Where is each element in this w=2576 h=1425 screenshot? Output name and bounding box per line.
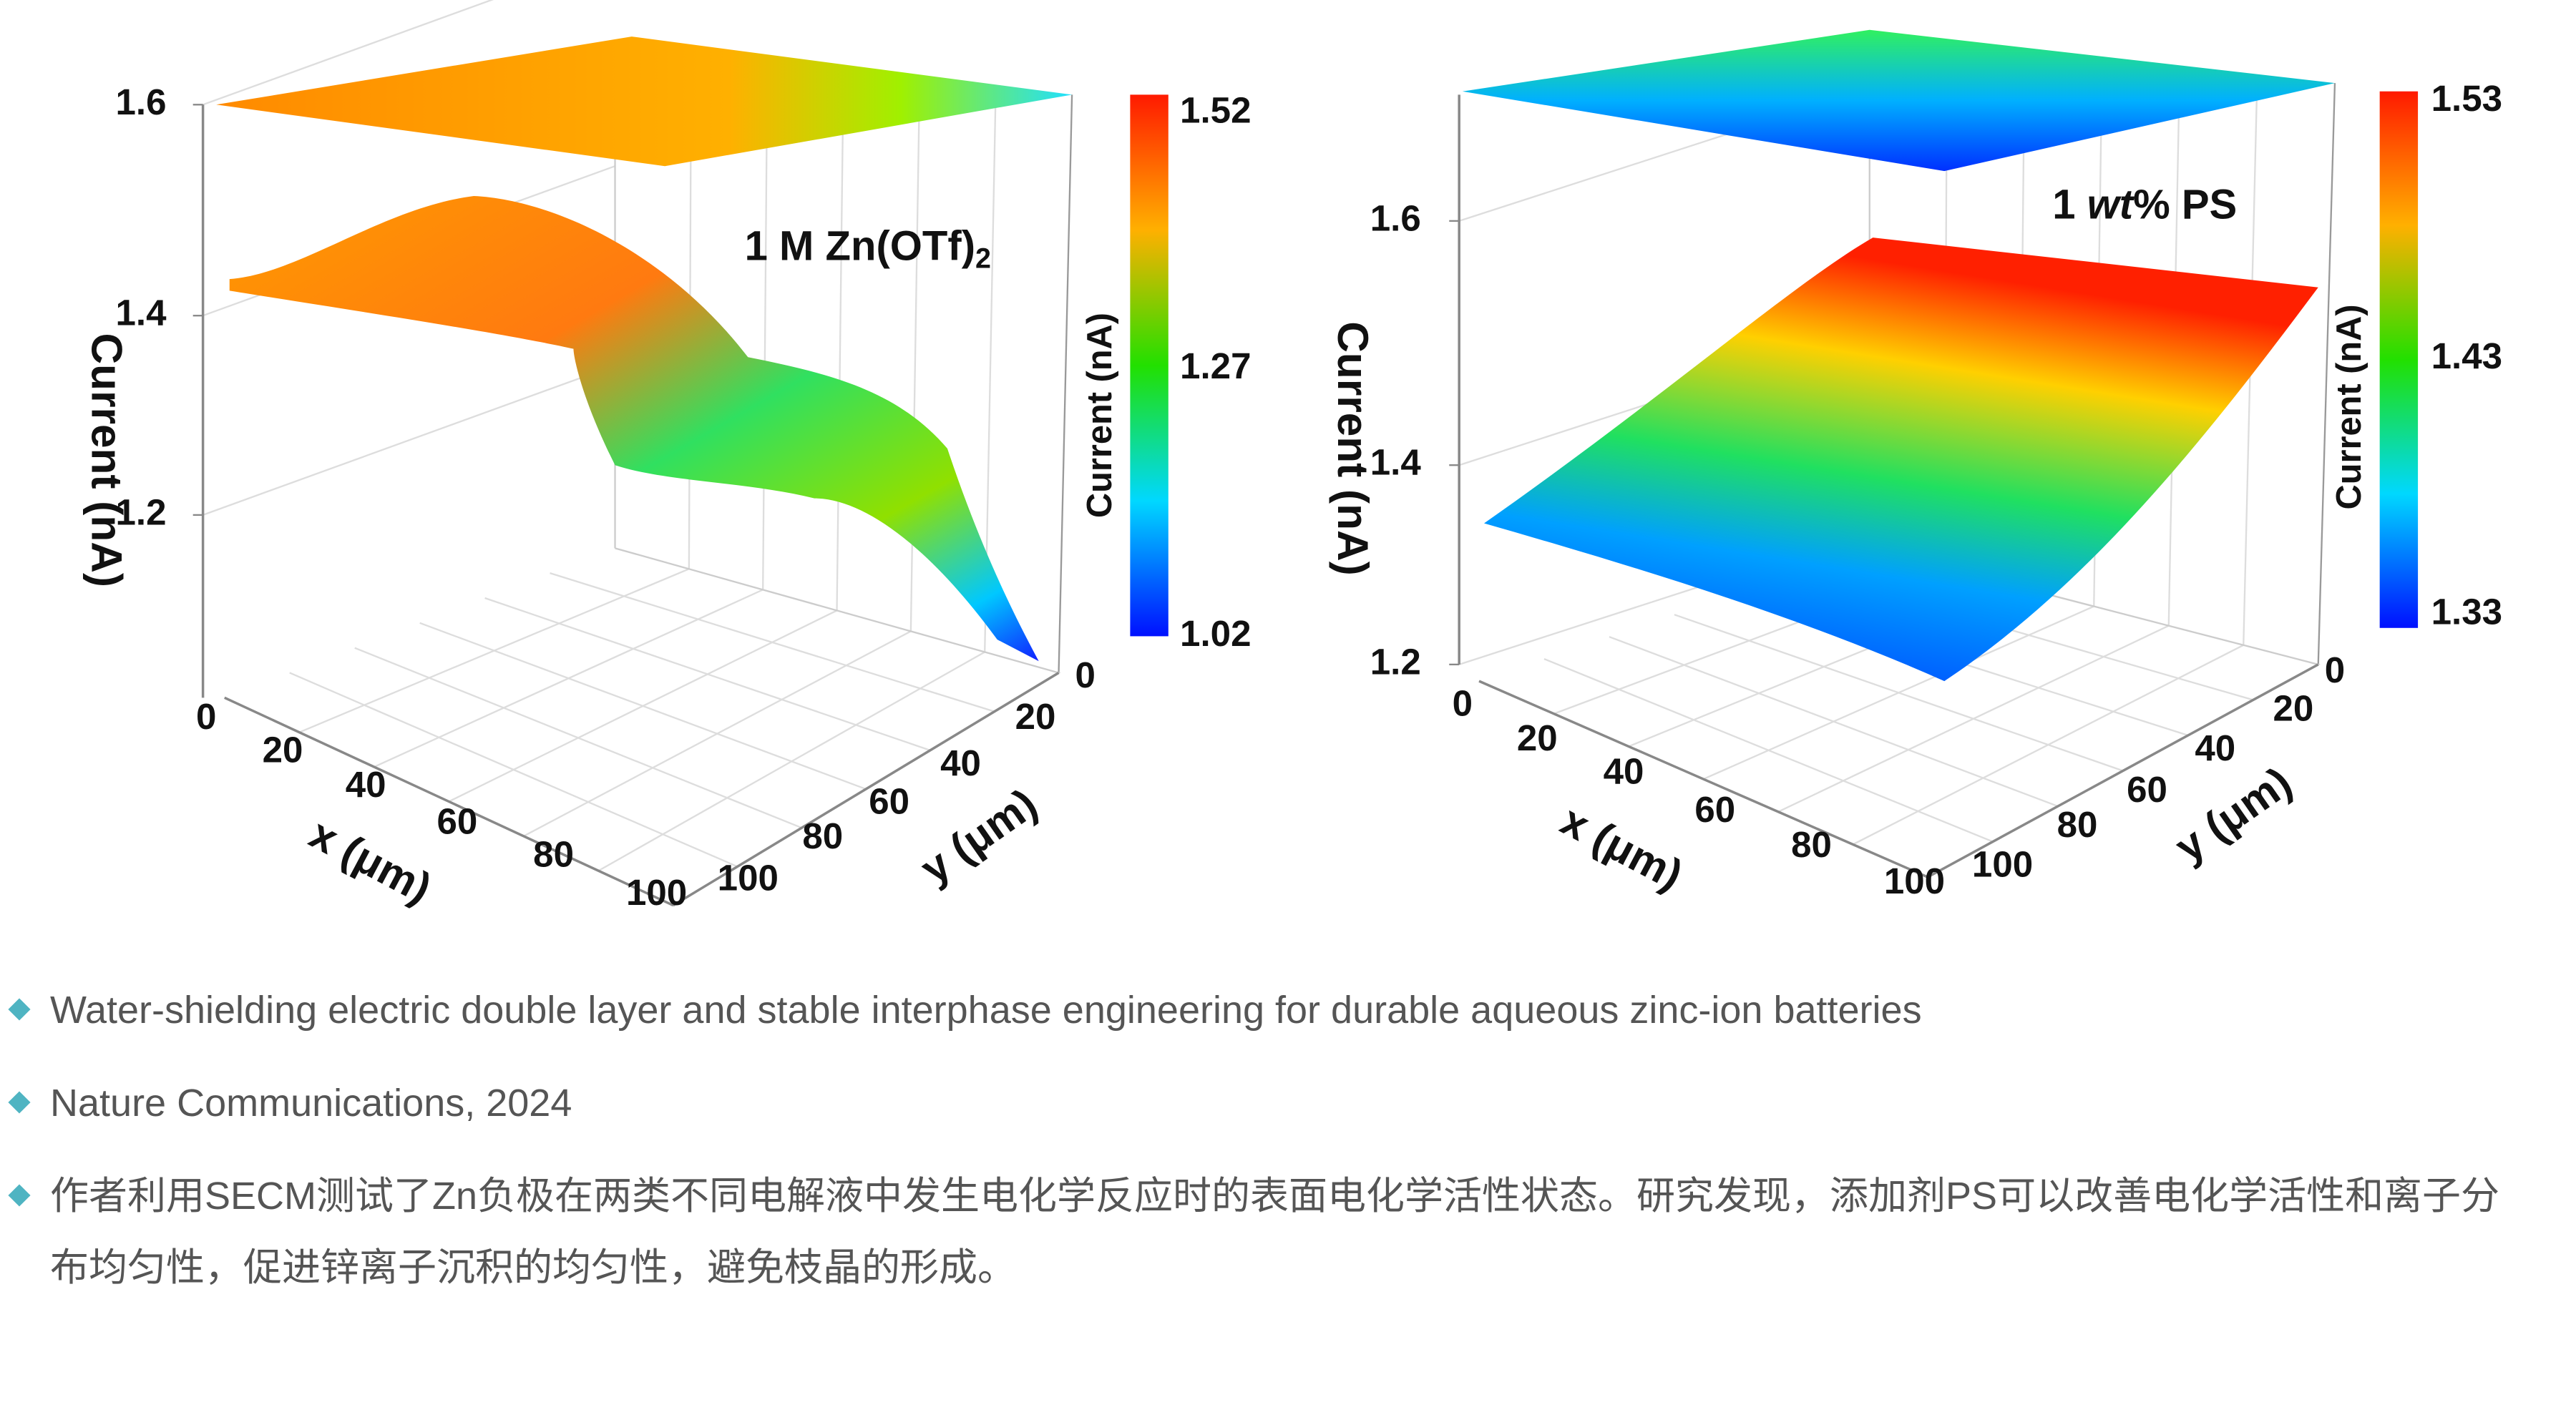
z-tick-label: 1.2 [116, 491, 167, 532]
bullet-item: Water-shielding electric double layer an… [0, 974, 2512, 1046]
x-axis-title: x (μm) [1553, 795, 1691, 899]
panel-label-part: 1 [2052, 182, 2087, 228]
grid-line [203, 0, 494, 106]
bullet-marker [8, 1184, 31, 1207]
x-tick-label: 40 [1604, 751, 1644, 792]
z-tick-label: 1.4 [1370, 442, 1422, 483]
panel-label-part: wt [2087, 182, 2135, 228]
grid-line [836, 70, 844, 611]
bullet-text: Nature Communications, 2024 [50, 1082, 572, 1125]
y-tick-label: 80 [802, 816, 843, 856]
colorbar-tick-label: 1.02 [1180, 613, 1251, 654]
x-axis-title: x (μm) [302, 809, 439, 913]
grid-line [523, 630, 912, 837]
box-edge [2317, 83, 2336, 665]
z-tick-label: 1.6 [116, 82, 167, 122]
x-tick-label: 60 [436, 800, 477, 841]
grid-line [1853, 644, 2244, 846]
colorbar-tick-label: 1.43 [2431, 336, 2502, 376]
y-tick-label: 100 [718, 857, 779, 898]
axis-line [1478, 680, 1928, 878]
colorbar-tick-label: 1.53 [2431, 78, 2502, 119]
x-tick-label: 100 [626, 872, 687, 913]
axis-line [672, 671, 1060, 907]
bullet-list: Water-shielding electric double layer an… [0, 974, 2576, 1325]
bullet-item: 作者利用SECM测试了Zn负极在两类不同电解液中发生电化学反应时的表面电化学活性… [0, 1160, 2512, 1303]
y-axis-title: y (μm) [912, 779, 1045, 893]
bullet-text: 作者利用SECM测试了Zn负极在两类不同电解液中发生电化学反应时的表面电化学活性… [50, 1175, 2500, 1289]
colorbar-tick-label: 1.52 [1180, 89, 1251, 130]
x-tick-label: 0 [1453, 682, 1473, 723]
panel-label: 1 wt% PS [2052, 182, 2237, 228]
axis-line [1927, 663, 2319, 878]
x-tick-label: 20 [1517, 718, 1558, 758]
z-axis-title: Current (nA) [1329, 321, 1377, 575]
x-tick-label: 80 [1791, 824, 1832, 865]
y-axis-title: y (μm) [2166, 758, 2300, 872]
current-surface [229, 196, 1039, 662]
z-tick-label: 1.2 [1370, 641, 1421, 682]
axis-line [224, 696, 674, 907]
y-tick-label: 100 [1972, 844, 2033, 885]
top-projection [216, 36, 1073, 167]
x-tick-label: 0 [196, 696, 216, 737]
colorbar [2379, 91, 2419, 628]
grid-line [203, 364, 615, 516]
box-edge [1058, 94, 1073, 673]
bullet-marker [8, 1091, 31, 1114]
bullet-marker [8, 998, 31, 1021]
x-tick-label: 100 [1884, 861, 1945, 901]
top-projection [1462, 29, 2335, 172]
x-tick-label: 20 [263, 729, 303, 770]
colorbar-tick-label: 1.27 [1180, 346, 1251, 386]
y-tick-label: 40 [940, 743, 981, 783]
x-tick-label: 80 [533, 834, 574, 875]
colorbar-title: Current (nA) [2330, 304, 2368, 509]
colorbar-title: Current (nA) [1080, 313, 1119, 518]
y-tick-label: 60 [869, 780, 909, 821]
y-tick-label: 40 [2195, 728, 2235, 768]
panel-label-part: 2 [975, 243, 991, 275]
y-tick-label: 80 [2057, 804, 2098, 845]
z-tick-label: 1.6 [1370, 197, 1421, 238]
colorbar-tick-label: 1.33 [2431, 592, 2502, 632]
grid-line [597, 651, 985, 872]
x-tick-label: 60 [1694, 789, 1735, 830]
y-tick-label: 20 [1015, 696, 1056, 737]
y-tick-label: 0 [2325, 650, 2345, 690]
y-tick-label: 0 [1075, 655, 1095, 695]
y-tick-label: 60 [2127, 769, 2167, 810]
colorbar [1130, 94, 1169, 637]
bullet-item: Nature Communications, 2024 [0, 1067, 2512, 1139]
panel-label-part: % PS [2133, 182, 2237, 228]
bullet-text: Water-shielding electric double layer an… [50, 989, 1922, 1032]
y-tick-label: 20 [2273, 687, 2314, 728]
x-tick-label: 40 [346, 764, 386, 805]
panel-label-part: 1 M Zn(OTf) [745, 223, 975, 270]
surface-plot: 1.2 1.4 1.6 0 20 40 60 80 100 0 20 40 60 80 100 x (μm) y… [82, 0, 1251, 913]
grid-line [762, 62, 769, 590]
z-tick-label: 1.4 [116, 293, 167, 333]
panel-label: 1 M Zn(OTf)2 [745, 223, 991, 275]
current-surface [1484, 238, 2318, 682]
z-axis-title: Current (nA) [82, 333, 131, 587]
surface-plot: 1.2 1.4 1.6 0 20 40 60 80 100 0 20 40 60 80 100 x (μm) y… [1329, 29, 2502, 901]
